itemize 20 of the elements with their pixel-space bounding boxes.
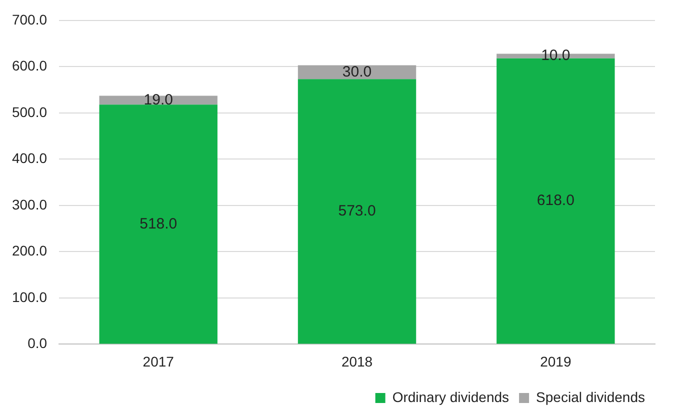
data-label: 30.0: [342, 63, 372, 80]
y-tick-label: 700.0: [12, 11, 48, 28]
y-tick-label: 400.0: [12, 150, 48, 166]
legend-label: Special dividends: [536, 388, 646, 405]
x-tick-label: 2017: [142, 353, 174, 370]
y-tick-label: 0.0: [28, 335, 48, 352]
y-tick-label: 600.0: [12, 58, 48, 74]
data-label: 618.0: [536, 192, 574, 210]
bar: [298, 79, 416, 344]
data-label: 518.0: [140, 215, 178, 232]
y-tick-label: 300.0: [12, 196, 48, 212]
y-tick-label: 200.0: [12, 242, 48, 259]
x-tick-label: 2019: [540, 353, 572, 370]
y-tick-label: 500.0: [12, 104, 48, 120]
x-tick-label: 2018: [341, 353, 373, 370]
data-label: 19.0: [144, 91, 173, 108]
data-label: 573.0: [338, 202, 376, 220]
y-tick-label: 100.0: [12, 288, 48, 305]
legend-label: Ordinary dividends: [392, 388, 510, 405]
bar: [99, 104, 218, 344]
